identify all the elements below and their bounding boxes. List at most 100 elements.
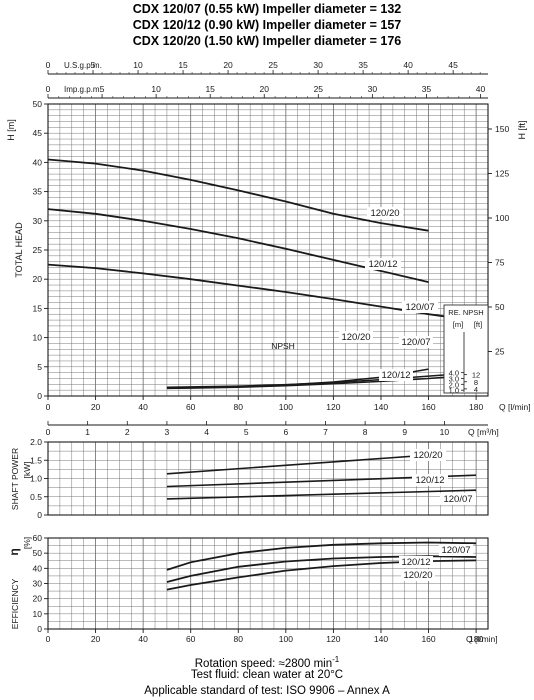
- head-y-unit: H [m]: [6, 119, 16, 141]
- head-y-tick-label: 25: [33, 245, 43, 255]
- rotation-speed-note: Rotation speed: ≈2800 min-1: [0, 653, 534, 671]
- title-line-1: CDX 120/07 (0.55 kW) Impeller diameter =…: [132, 2, 402, 16]
- head-ft-tick-label: 100: [495, 213, 509, 223]
- head-curve-label-120-07: 120/07: [405, 302, 434, 313]
- m3h-tick-label: 10: [440, 427, 450, 437]
- eff-curve-label-120-12: 120/12: [401, 557, 430, 568]
- power-y-title: SHAFT POWER: [10, 448, 20, 510]
- head-y-tick-label: 15: [33, 303, 43, 313]
- power-y-unit: [kW]: [22, 462, 32, 479]
- impgpm-tick-label: 15: [205, 84, 215, 94]
- impgpm-tick-label: 35: [422, 84, 432, 94]
- head-ft-tick-label: 150: [495, 124, 509, 134]
- head-ft-tick-label: 25: [495, 346, 505, 356]
- impgpm-axis-label: Imp.g.p.m.: [64, 85, 102, 94]
- eff-x-tick-label: 60: [186, 634, 196, 644]
- head-y-tick-label: 30: [33, 216, 43, 226]
- head-y-tick-label: 10: [33, 333, 43, 343]
- npsh-curve-120-12: [166, 374, 477, 390]
- impgpm-tick-label: 5: [100, 84, 105, 94]
- power-curve-120-07: [166, 489, 477, 500]
- power-y-tick-label: 0: [37, 510, 42, 520]
- power-curve-120-20: [166, 454, 429, 475]
- power-curve-label-bg: [412, 474, 448, 486]
- eff-x-tick-label: 160: [421, 634, 435, 644]
- m3h-tick-label: 9: [402, 427, 407, 437]
- usgpm-tick-label: 40: [403, 60, 413, 70]
- usgpm-tick-label: 35: [358, 60, 368, 70]
- eff-y-tick-label: 20: [33, 594, 43, 604]
- head-ft-tick-label: 50: [495, 302, 505, 312]
- eff-y-tick-label: 50: [33, 548, 43, 558]
- m3h-tick-label: 1: [85, 427, 90, 437]
- npsh-m-tick-label: 4.0: [449, 369, 459, 378]
- impgpm-tick-label: 0: [46, 84, 51, 94]
- npsh-inset-unit-ft: [ft]: [474, 320, 482, 329]
- usgpm-tick-label: 15: [178, 60, 188, 70]
- head-curve-120-20: [47, 158, 429, 232]
- head-ft-unit: H [ft]: [517, 120, 527, 139]
- m3h-tick-label: 0: [46, 427, 51, 437]
- m3h-tick-label: 8: [363, 427, 368, 437]
- head-y-title: TOTAL HEAD: [14, 222, 24, 278]
- npsh-curve-label-120-12: 120/12: [381, 370, 410, 381]
- npsh-inset-title: RE. NPSH: [448, 308, 483, 317]
- npsh-inset-unit-m: [m]: [453, 320, 463, 329]
- head-x-unit: Q [l/min]: [499, 402, 531, 412]
- usgpm-tick-label: 25: [268, 60, 278, 70]
- eff-x-tick-label: 180: [469, 634, 483, 644]
- eff-x-tick-label: 140: [374, 634, 388, 644]
- eff-y-title: EFFICIENCY: [10, 578, 20, 629]
- title-line-2: CDX 120/12 (0.90 kW) Impeller diameter =…: [132, 18, 402, 32]
- eff-x-tick-label: 80: [234, 634, 244, 644]
- head-y-tick-label: 45: [33, 128, 43, 138]
- impgpm-tick-label: 25: [314, 84, 324, 94]
- eff-y-unit: [%]: [22, 537, 32, 549]
- usgpm-tick-label: 5: [91, 60, 96, 70]
- npsh-curve-label-bg: [399, 336, 433, 348]
- impgpm-tick-label: 20: [260, 84, 270, 94]
- head-x-tick-label: 60: [186, 402, 196, 412]
- eff-x-tick-label: 100: [279, 634, 293, 644]
- eff-x-tick-label: 40: [138, 634, 148, 644]
- power-y-tick-label: 0.5: [30, 492, 42, 502]
- eff-x-unit: Q [l/min]: [466, 634, 498, 644]
- head-x-tick-label: 140: [374, 402, 388, 412]
- eff-curve-label-120-07: 120/07: [441, 545, 470, 556]
- head-x-tick-label: 40: [138, 402, 148, 412]
- npsh-m-tick-label: 3.0: [449, 374, 459, 383]
- npsh-m-tick-label: 2.0: [449, 380, 459, 389]
- power-y-tick-label: 1.0: [30, 474, 42, 484]
- usgpm-tick-label: 20: [223, 60, 233, 70]
- rotation-speed-text: Rotation speed: ≈2800 min: [194, 657, 333, 670]
- power-curve-label-bg: [440, 493, 476, 505]
- head-curve-label-bg: [365, 258, 401, 270]
- head-ft-tick-label: 75: [495, 257, 505, 267]
- m3h-tick-label: 5: [244, 427, 249, 437]
- head-y-tick-label: 5: [37, 362, 42, 372]
- eff-curve-label-bg: [399, 556, 433, 568]
- npsh-curve-label-120-07: 120/07: [401, 337, 430, 348]
- power-y-tick-label: 2.0: [30, 437, 42, 447]
- npsh-ft-tick-label: 12: [472, 371, 480, 380]
- eff-x-tick-label: 20: [91, 634, 101, 644]
- power-curve-label-120-20: 120/20: [413, 450, 442, 461]
- head-y-tick-label: 20: [33, 274, 43, 284]
- eff-y-tick-label: 30: [33, 579, 43, 589]
- eff-x-tick-label: 120: [326, 634, 340, 644]
- power-curve-label-120-07: 120/07: [443, 494, 472, 505]
- npsh-label: NPSH: [271, 341, 295, 351]
- npsh-curve-120-07: [166, 371, 477, 388]
- usgpm-tick-label: 30: [313, 60, 323, 70]
- power-curve-label-bg: [410, 449, 446, 461]
- head-x-tick-label: 160: [421, 402, 435, 412]
- npsh-curve-label-120-20: 120/20: [341, 332, 370, 343]
- npsh-ft-tick-label: 4: [474, 385, 478, 394]
- usgpm-tick-label: 10: [133, 60, 143, 70]
- impgpm-tick-label: 10: [151, 84, 161, 94]
- m3h-axis-unit: Q [m³/h]: [468, 427, 499, 437]
- impgpm-tick-label: 30: [368, 84, 378, 94]
- eff-y-tick-label: 0: [37, 624, 42, 634]
- head-x-tick-label: 100: [279, 402, 293, 412]
- head-curve-label-120-12: 120/12: [368, 259, 397, 270]
